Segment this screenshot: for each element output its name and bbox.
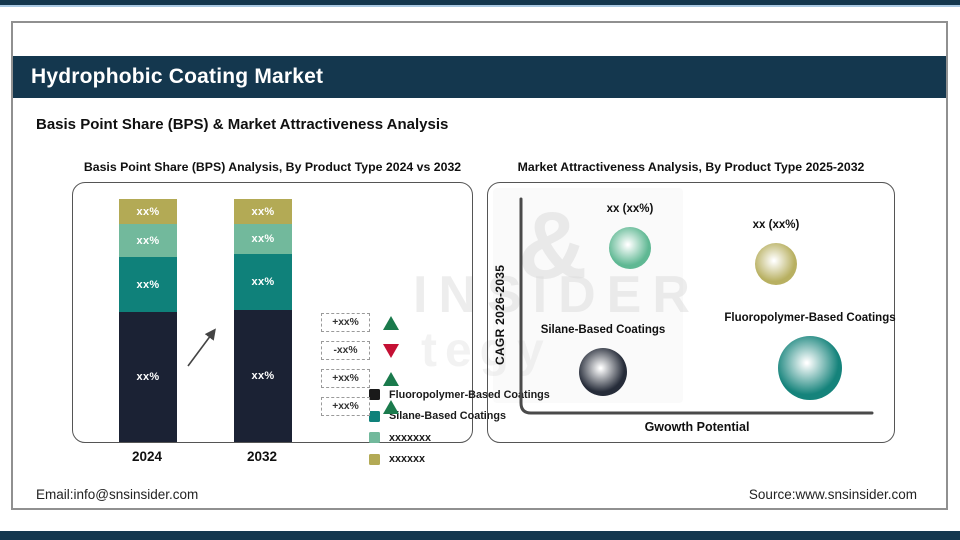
bar-segment: xx% [234, 254, 292, 310]
legend-swatch [369, 410, 380, 422]
change-value-box: +xx% [321, 397, 370, 416]
bar-segment: xx% [234, 224, 292, 254]
trend-down-icon [383, 344, 399, 358]
legend-item: Fluoropolymer-Based Coatings [369, 384, 550, 406]
bar-segment: xx% [119, 224, 177, 257]
change-value: +xx% [332, 373, 359, 384]
x-axis-label: Gwowth Potential [644, 420, 750, 434]
bar-segment-value: xx% [251, 205, 275, 218]
top-accent-underline [0, 5, 960, 7]
legend-swatch [369, 389, 380, 401]
legend-label: xxxxxxx [389, 431, 432, 444]
bar-segment: xx% [119, 312, 177, 442]
bar-segment: xx% [234, 310, 292, 442]
axes [519, 197, 874, 415]
bubble-label: Fluoropolymer-Based Coatings [724, 312, 896, 324]
trend-up-icon [383, 400, 399, 414]
legend-item: xxxxxx [369, 449, 550, 471]
bps-bars: xx% xx% xx% xx% xx% xx% xx% xx% [73, 183, 472, 442]
change-value-box: +xx% [321, 313, 370, 332]
change-value-box: +xx% [321, 369, 370, 388]
bar-segment: xx% [119, 199, 177, 224]
bar-segment-value: xx% [251, 276, 275, 288]
bps-chart-title: Basis Point Share (BPS) Analysis, By Pro… [83, 160, 462, 174]
footer-source: Source:www.snsinsider.com [748, 487, 917, 502]
bubble-label: xx (xx%) [606, 203, 654, 215]
bubble [609, 227, 651, 269]
bar-segment-value: xx% [136, 278, 160, 291]
bubble-label: Silane-Based Coatings [540, 324, 666, 336]
bar-segment: xx% [234, 199, 292, 224]
change-value-box: -xx% [321, 341, 370, 360]
title-band: Hydrophobic Coating Market [13, 56, 946, 98]
bubble [579, 348, 627, 396]
year-label: 2032 [246, 449, 278, 464]
bps-year-labels: 2024 2032 [72, 449, 473, 467]
change-value: +xx% [332, 401, 359, 412]
legend-item: xxxxxxx [369, 427, 550, 449]
bubble [755, 243, 797, 285]
bar-segment-value: xx% [136, 371, 160, 383]
bar-segment-value: xx% [136, 205, 160, 218]
change-value: +xx% [332, 317, 359, 328]
stacked-bar-2032: xx% xx% xx% xx% [234, 199, 292, 442]
footer-email: Email:info@snsinsider.com [36, 487, 199, 502]
stacked-bar-2024: xx% xx% xx% xx% [119, 199, 177, 442]
trend-up-icon [383, 316, 399, 330]
bar-segment-value: xx% [251, 370, 275, 382]
bps-panel: xx% xx% xx% xx% xx% xx% xx% xx% Fluoropolymer-B… [72, 182, 550, 465]
attractiveness-plot: xx (xx%) xx (xx%) Silane-Based Coatings Flu… [488, 183, 896, 442]
page-subtitle: Basis Point Share (BPS) & Market Attract… [36, 116, 449, 133]
bubble [778, 336, 842, 400]
legend-item: Silane-Based Coatings [369, 406, 550, 428]
change-value: -xx% [333, 345, 358, 356]
year-label: 2024 [131, 449, 163, 464]
bar-segment-value: xx% [136, 234, 160, 247]
legend-label: Silane-Based Coatings [389, 410, 506, 423]
attractiveness-panel: CAGR 2026-2035 Gwowth Potential xx (xx%)… [487, 182, 896, 443]
legend-swatch [369, 453, 380, 465]
growth-arrow-icon [187, 328, 216, 367]
top-accent-bar [0, 0, 960, 5]
page-title: Hydrophobic Coating Market [31, 65, 324, 88]
bps-legend: Fluoropolymer-Based Coatings Silane-Based… [369, 384, 550, 470]
bar-segment-value: xx% [251, 233, 275, 245]
bubble-label: xx (xx%) [752, 219, 800, 231]
legend-label: Fluoropolymer-Based Coatings [389, 388, 550, 401]
bar-segment: xx% [119, 257, 177, 312]
legend-label: xxxxxx [389, 453, 426, 466]
legend-swatch [369, 432, 380, 444]
trend-up-icon [383, 372, 399, 386]
attractiveness-chart-title: Market Attractiveness Analysis, By Produ… [517, 160, 865, 174]
bottom-accent-bar [0, 531, 960, 540]
